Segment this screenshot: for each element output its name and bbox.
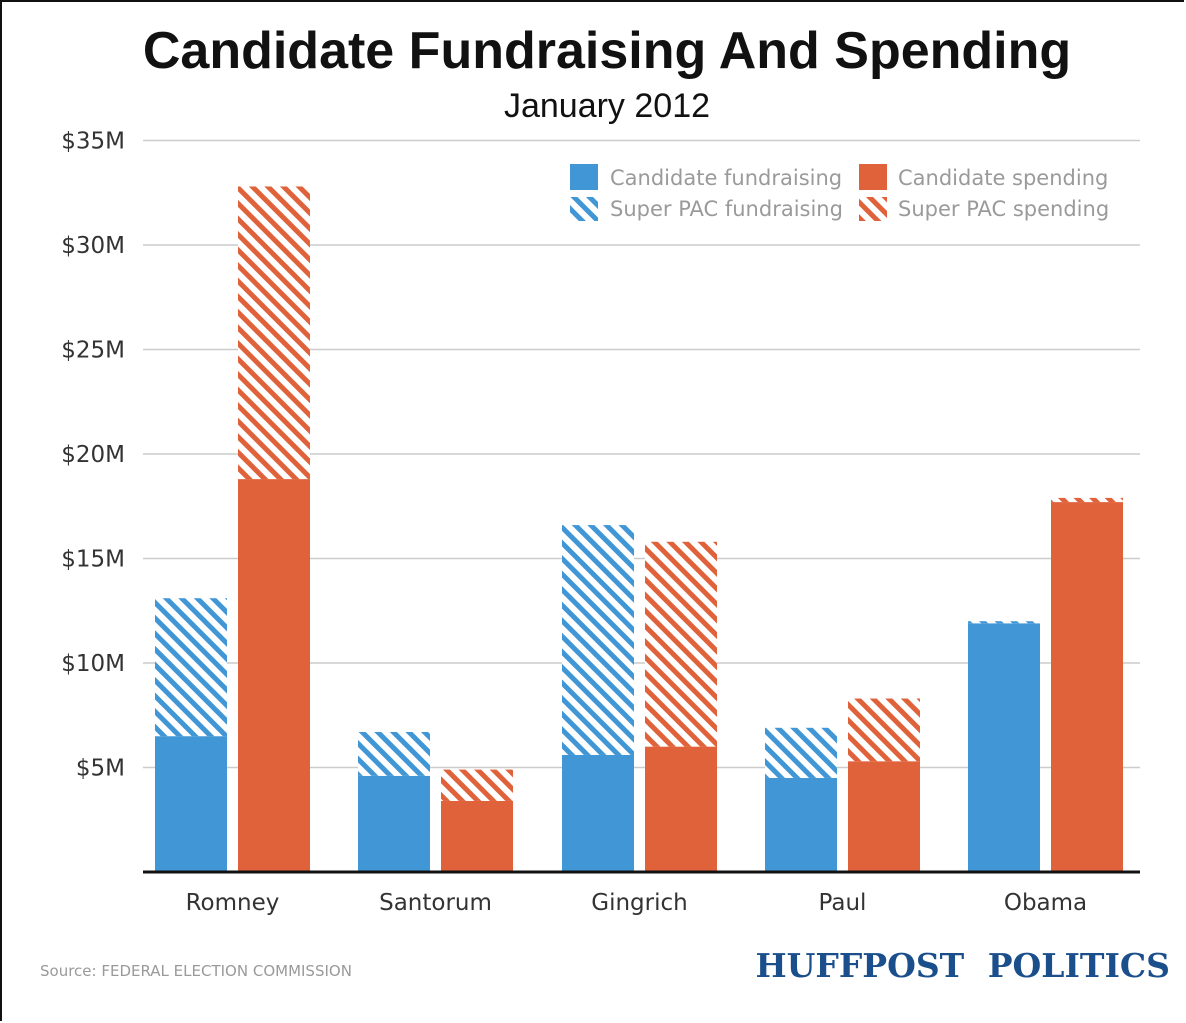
bar-candidate-fundraising xyxy=(968,623,1040,872)
y-axis-ticks: $5M $10M $15M $20M $25M $30M $35M xyxy=(61,129,125,782)
y-tick-label: $15M xyxy=(61,547,125,573)
brand-huffpost: HUFFPOST xyxy=(755,946,964,985)
bar-super-pac-spending xyxy=(645,541,717,747)
bar-candidate-fundraising xyxy=(358,775,430,872)
legend-label-candidate-fundraising: Candidate fundraising xyxy=(610,166,842,190)
x-category-label: Romney xyxy=(186,890,280,916)
bar-candidate-spending xyxy=(1051,502,1123,872)
bar-super-pac-fundraising xyxy=(155,598,227,737)
bar-candidate-spending xyxy=(441,800,513,872)
brand-politics: POLITICS xyxy=(988,946,1170,985)
y-tick-label: $10M xyxy=(61,651,125,677)
chart-title: Candidate Fundraising And Spending xyxy=(143,22,1071,80)
legend-label-super-pac-fundraising: Super PAC fundraising xyxy=(610,197,843,221)
chart-subtitle: January 2012 xyxy=(504,87,710,125)
legend: Candidate fundraising Super PAC fundrais… xyxy=(570,164,1109,221)
bar-super-pac-spending xyxy=(238,186,310,480)
y-tick-label: $5M xyxy=(76,756,125,782)
x-category-label: Obama xyxy=(1004,890,1087,916)
y-tick-label: $25M xyxy=(61,338,125,364)
bar-candidate-fundraising xyxy=(155,736,227,872)
legend-swatch-candidate-spending xyxy=(859,164,887,190)
legend-swatch-super-pac-fundraising xyxy=(570,197,598,221)
bar-super-pac-fundraising xyxy=(765,727,837,778)
brand-logo: HUFFPOST POLITICS xyxy=(755,946,1170,985)
legend-label-candidate-spending: Candidate spending xyxy=(898,166,1108,190)
bars xyxy=(155,186,1123,872)
bar-super-pac-spending xyxy=(1051,497,1123,503)
x-axis-categories: Romney Santorum Gingrich Paul Obama xyxy=(186,890,1088,916)
bar-super-pac-spending xyxy=(441,769,513,801)
bar-candidate-spending xyxy=(645,746,717,872)
bar-candidate-fundraising xyxy=(765,777,837,872)
y-tick-label: $20M xyxy=(61,442,125,468)
x-category-label: Paul xyxy=(819,890,867,916)
bar-super-pac-spending xyxy=(848,698,920,762)
legend-swatch-candidate-fundraising xyxy=(570,164,598,190)
source-note: Source: FEDERAL ELECTION COMMISSION xyxy=(40,962,352,980)
legend-swatch-super-pac-spending xyxy=(859,197,887,221)
bar-candidate-fundraising xyxy=(562,754,634,872)
x-category-label: Santorum xyxy=(379,890,492,916)
y-tick-label: $35M xyxy=(61,129,125,155)
bar-super-pac-fundraising xyxy=(358,731,430,776)
bar-super-pac-fundraising xyxy=(968,621,1040,624)
bar-candidate-spending xyxy=(238,479,310,872)
y-tick-label: $30M xyxy=(61,233,125,259)
bar-candidate-spending xyxy=(848,761,920,872)
x-category-label: Gingrich xyxy=(591,890,687,916)
legend-label-super-pac-spending: Super PAC spending xyxy=(898,197,1109,221)
bar-super-pac-fundraising xyxy=(562,525,634,755)
